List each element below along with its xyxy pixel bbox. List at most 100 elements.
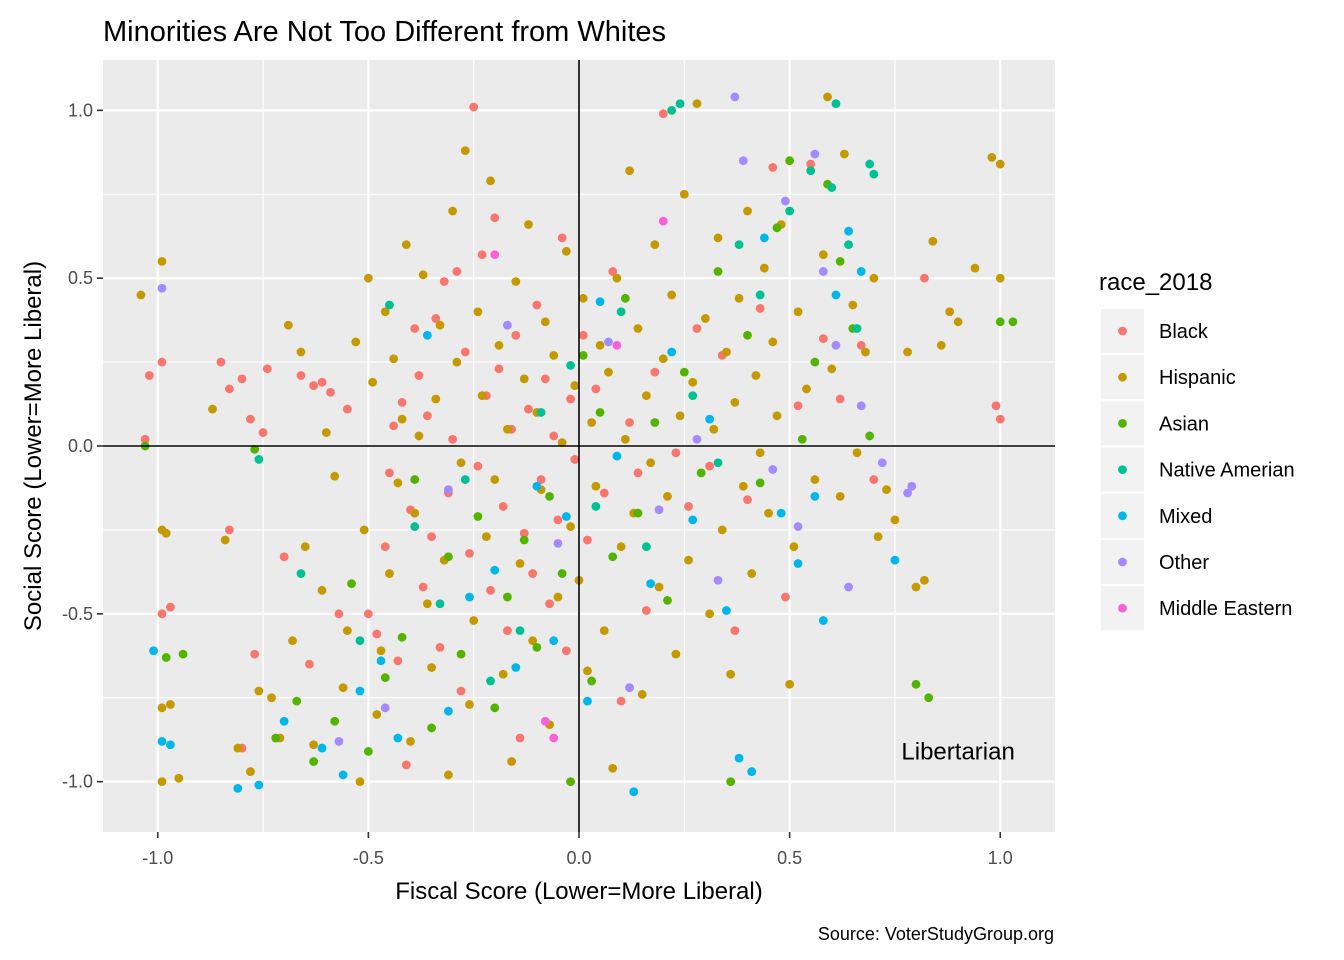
data-point xyxy=(743,495,752,505)
data-point xyxy=(553,592,563,602)
data-point xyxy=(494,340,504,350)
legend-title: race_2018 xyxy=(1099,269,1212,296)
data-point xyxy=(372,710,382,719)
source-caption: Source: VoterStudyGroup.org xyxy=(818,924,1054,944)
data-point xyxy=(397,414,407,424)
data-point xyxy=(536,408,546,417)
data-point xyxy=(759,233,769,243)
data-point xyxy=(385,468,394,478)
data-point xyxy=(785,206,795,216)
data-point xyxy=(823,92,832,102)
legend-key-point xyxy=(1118,603,1127,613)
data-point xyxy=(338,770,348,780)
x-tick-label: 0.0 xyxy=(566,848,591,868)
legend-key-point xyxy=(1118,511,1127,521)
data-point xyxy=(477,391,487,401)
data-point xyxy=(309,740,319,750)
data-point xyxy=(700,314,710,323)
data-point xyxy=(279,552,289,562)
data-point xyxy=(233,783,243,793)
data-point xyxy=(351,337,361,347)
data-point xyxy=(797,434,807,444)
y-tick-label: -0.5 xyxy=(62,604,93,624)
data-point xyxy=(696,468,706,478)
data-point xyxy=(730,92,740,102)
data-point xyxy=(578,293,588,303)
data-point xyxy=(330,471,340,481)
data-point xyxy=(473,512,483,521)
data-point xyxy=(620,434,630,444)
data-point xyxy=(722,606,731,615)
data-point xyxy=(532,642,542,652)
data-point xyxy=(869,475,879,484)
data-point xyxy=(595,297,605,307)
data-point xyxy=(456,686,466,696)
data-point xyxy=(713,575,723,585)
data-point xyxy=(591,384,601,394)
data-point xyxy=(566,394,575,404)
data-point xyxy=(385,569,394,578)
data-point xyxy=(679,189,689,199)
data-point xyxy=(262,364,272,374)
data-point xyxy=(469,616,479,625)
data-point xyxy=(650,240,660,250)
data-point xyxy=(288,636,297,646)
data-point xyxy=(924,693,934,703)
data-point xyxy=(557,233,567,243)
data-point xyxy=(633,468,643,478)
data-point xyxy=(519,374,529,384)
data-point xyxy=(338,683,348,693)
data-point xyxy=(136,290,146,300)
data-point xyxy=(616,307,626,317)
data-point xyxy=(317,743,327,753)
data-point xyxy=(515,559,525,568)
data-point xyxy=(233,743,243,753)
data-point xyxy=(818,250,828,260)
data-point xyxy=(810,149,820,159)
data-point xyxy=(305,659,314,669)
y-axis-ticks: -1.0 -0.5 0.0 0.5 1.0 xyxy=(62,100,103,792)
data-point xyxy=(397,397,407,407)
y-axis-title: Social Score (Lower=More Liberal) xyxy=(20,261,47,631)
data-point xyxy=(342,626,352,636)
data-point xyxy=(246,767,255,776)
data-point xyxy=(490,213,500,223)
data-point xyxy=(692,324,702,333)
data-point xyxy=(920,575,929,585)
data-point xyxy=(380,673,390,682)
data-point xyxy=(380,307,390,317)
data-point xyxy=(300,542,310,552)
data-point xyxy=(410,324,420,333)
data-point xyxy=(911,582,921,592)
data-point xyxy=(511,663,521,672)
data-point xyxy=(856,340,866,350)
data-point xyxy=(856,267,866,276)
x-tick-label: -1.0 xyxy=(142,848,173,868)
data-point xyxy=(427,663,436,672)
data-point xyxy=(296,371,306,380)
data-point xyxy=(625,683,634,693)
data-point xyxy=(448,206,458,216)
data-point xyxy=(444,706,453,716)
data-point xyxy=(747,569,757,578)
data-point xyxy=(755,448,765,458)
data-point xyxy=(216,357,226,367)
data-point xyxy=(553,515,563,525)
data-point xyxy=(650,418,660,427)
data-point xyxy=(490,475,500,484)
data-point xyxy=(519,535,529,545)
data-point xyxy=(490,565,500,575)
data-point xyxy=(422,599,432,609)
data-point xyxy=(178,649,188,659)
data-point xyxy=(540,317,550,327)
data-point xyxy=(149,646,158,656)
data-point xyxy=(414,431,424,441)
data-point xyxy=(928,236,938,246)
data-point xyxy=(844,240,853,250)
data-point xyxy=(616,542,626,552)
data-point xyxy=(755,303,765,313)
data-point xyxy=(751,371,761,380)
legend-key-point xyxy=(1118,372,1127,382)
x-tick-label: 0.5 xyxy=(777,848,802,868)
data-point xyxy=(561,512,571,521)
